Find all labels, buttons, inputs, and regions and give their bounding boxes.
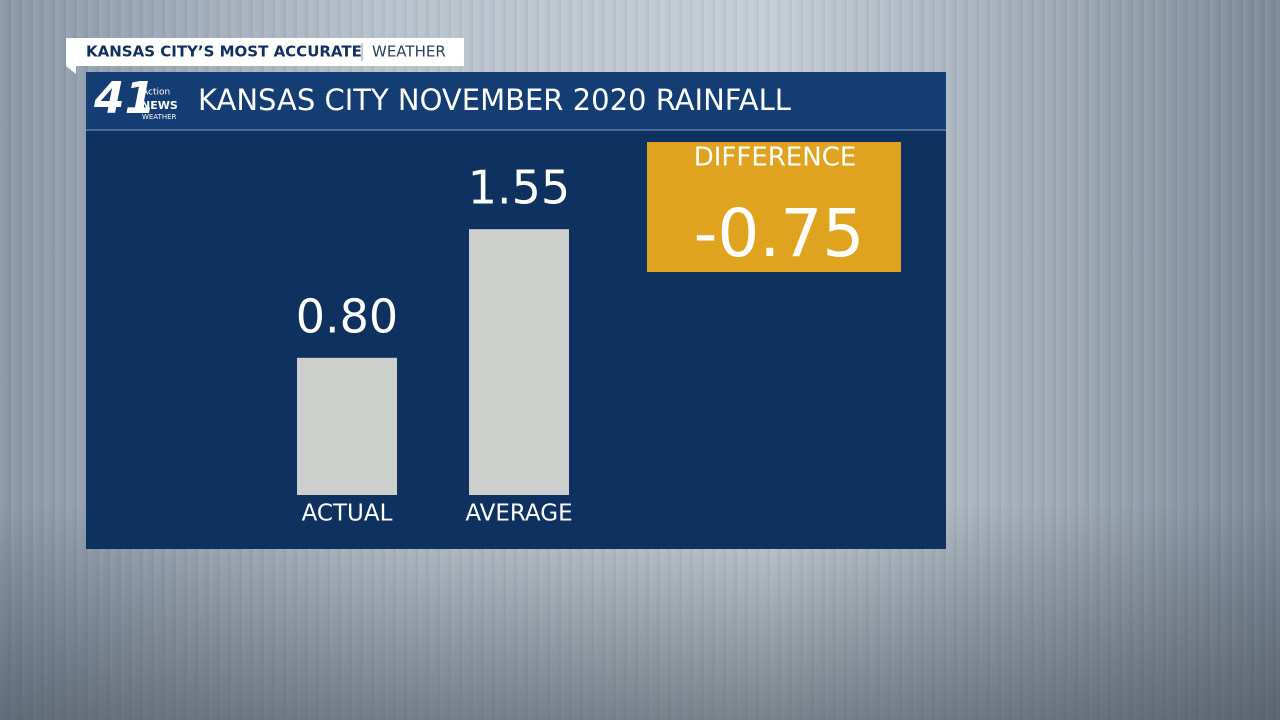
- bar: [297, 357, 397, 495]
- x-tick-label: AVERAGE: [465, 501, 572, 527]
- value-label: 1.55: [468, 161, 570, 215]
- logo-word: Action: [142, 88, 170, 98]
- banner-section: WEATHER: [372, 43, 446, 61]
- chart-title: KANSAS CITY NOVEMBER 2020 RAINFALL: [198, 83, 791, 117]
- panel-header: [86, 72, 946, 130]
- logo-number: 41: [93, 73, 155, 124]
- value-label: 0.80: [296, 289, 398, 343]
- logo-word: WEATHER: [142, 113, 177, 121]
- banner: [66, 38, 464, 66]
- bar: [469, 229, 569, 496]
- difference-value: -0.75: [694, 195, 865, 272]
- difference-box: [647, 142, 901, 272]
- logo-word: NEWS: [141, 99, 178, 112]
- banner-title: KANSAS CITY’S MOST ACCURATE: [86, 43, 362, 61]
- difference-label: DIFFERENCE: [694, 143, 857, 173]
- banner-tail: [66, 66, 76, 74]
- x-tick-label: ACTUAL: [302, 501, 393, 527]
